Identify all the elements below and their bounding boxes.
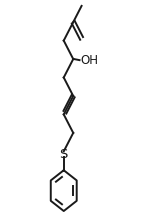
Text: S: S [60,148,68,161]
Text: OH: OH [80,54,98,67]
